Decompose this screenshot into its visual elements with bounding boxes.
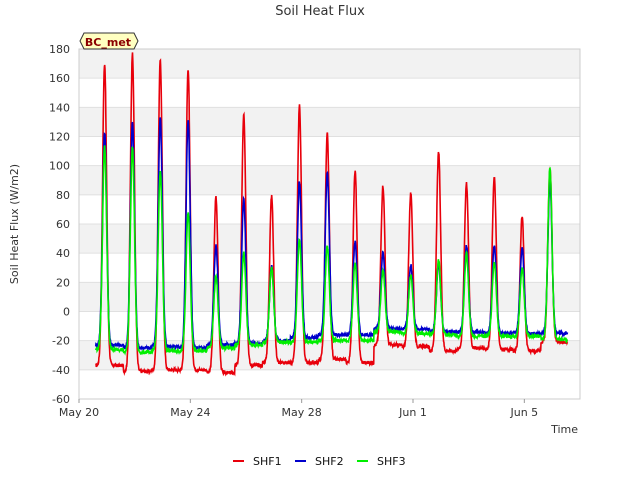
chart-title: Soil Heat Flux [275, 4, 365, 19]
x-tick-label: May 24 [170, 406, 210, 419]
y-tick-label: -20 [52, 335, 70, 348]
y-tick-label: 60 [56, 218, 70, 231]
series-line-shf3 [94, 145, 569, 356]
badge: BC_met [79, 32, 139, 50]
y-axis-ticks: -60 -40 -20 0 20 40 60 80 100 120 140 160 180 [49, 43, 70, 406]
y-tick-label: 80 [56, 189, 70, 202]
series-lines [94, 52, 569, 377]
x-axis-ticks: May 20 May 24 May 28 Jun 1 Jun 5 [59, 399, 538, 419]
badge-label: BC_met [85, 36, 131, 49]
y-tick-label: 160 [49, 72, 70, 85]
grid-band [79, 107, 580, 137]
y-tick-label: -60 [52, 393, 70, 406]
y-tick-label: 40 [56, 247, 70, 260]
y-tick-label: 140 [49, 101, 70, 114]
grid-band [79, 340, 580, 370]
y-tick-label: -40 [52, 364, 70, 377]
plot-border [78, 48, 581, 400]
x-tick-label: May 20 [59, 406, 99, 419]
grid-band [79, 49, 580, 79]
legend-label-shf3: SHF3 [377, 455, 406, 468]
y-tick-label: 120 [49, 131, 70, 144]
x-tick-label: May 28 [282, 406, 322, 419]
y-tick-label: 180 [49, 43, 70, 56]
badge-box [79, 32, 139, 50]
y-tick-label: 100 [49, 160, 70, 173]
x-axis-label: Time [550, 423, 578, 436]
legend: SHF1 SHF2 SHF3 [233, 455, 406, 468]
x-tick-label: Jun 5 [509, 406, 538, 419]
y-tick-label: 0 [63, 306, 70, 319]
legend-label-shf2: SHF2 [315, 455, 344, 468]
y-tick-label: 20 [56, 276, 70, 289]
legend-label-shf1: SHF1 [253, 455, 282, 468]
x-tick-label: Jun 1 [398, 406, 427, 419]
y-axis-label: Soil Heat Flux (W/m2) [8, 164, 21, 284]
